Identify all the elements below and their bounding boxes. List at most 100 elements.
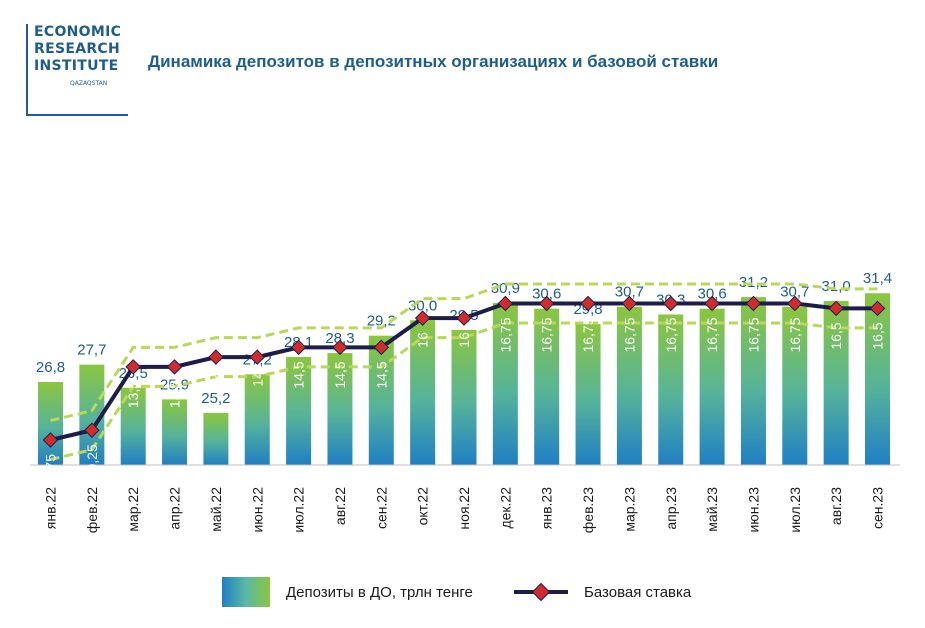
bar-label-сен.22: 29,2 — [367, 313, 396, 330]
x-tick-сен.22: сен.22 — [373, 487, 389, 529]
rate-point-июл.22 — [290, 339, 307, 356]
bar-label-янв.23: 30,6 — [532, 286, 561, 303]
legend-item-rate: Базовая ставка — [514, 576, 691, 608]
x-tick-авг.22: авг.22 — [332, 487, 348, 525]
rate-label-фев.23: 16,75 — [580, 317, 596, 352]
rate-label-июл.22: 14,5 — [291, 361, 307, 388]
rate-point-апр.22 — [166, 359, 183, 375]
rate-point-янв.23 — [538, 295, 555, 312]
bar-label-сен.23: 31,4 — [863, 270, 892, 287]
x-tick-янв.23: янв.23 — [539, 487, 555, 529]
rate-point-ноя.22 — [456, 310, 472, 326]
legend-swatch-rate — [514, 582, 568, 602]
rate-point-май.23 — [704, 295, 720, 312]
x-tick-мар.22: мар.22 — [125, 487, 141, 532]
rate-label-янв.22: 9,75 — [43, 454, 59, 481]
logo: ECONOMIC RESEARCH INSTITUTE QAZAQSTAN — [26, 24, 128, 116]
x-tick-июн.22: июн.22 — [249, 487, 265, 533]
rate-point-авг.22 — [332, 339, 348, 356]
bar-июл.22 — [286, 356, 312, 465]
rate-point-фев.22 — [84, 422, 100, 439]
legend-item-deposits: Депозиты в ДО, трлн тенге — [222, 576, 473, 608]
rate-label-май.22: 14 — [208, 371, 224, 387]
bar-label-июн.23: 31,2 — [739, 274, 768, 291]
x-tick-июн.23: июн.23 — [745, 487, 761, 533]
x-tick-июл.22: июл.22 — [291, 487, 307, 533]
bar-янв.23 — [534, 308, 560, 465]
bar-label-фев.22: 27,7 — [77, 342, 106, 359]
x-tick-июл.23: июл.23 — [787, 487, 803, 533]
bar-фев.23 — [575, 324, 601, 465]
rate-label-июн.23: 16,75 — [745, 317, 761, 352]
chart-title: Динамика депозитов в депозитных организа… — [148, 52, 719, 71]
bar-июн.23 — [740, 297, 766, 465]
rate-point-июн.23 — [745, 295, 762, 312]
bar-label-авг.22: 28,3 — [325, 330, 354, 347]
x-tick-окт.22: окт.22 — [415, 487, 431, 526]
x-tick-май.22: май.22 — [208, 487, 224, 532]
legend-label-rate: Базовая ставка — [584, 583, 692, 601]
bar-май.22 — [203, 412, 229, 465]
bar-label-окт.22: 30,0 — [408, 297, 437, 314]
bar-июл.23 — [782, 306, 808, 465]
bar-ноя.22 — [451, 329, 477, 465]
bar-label-авг.23: 31,0 — [822, 278, 851, 295]
rate-label-сен.23: 16,5 — [870, 322, 886, 349]
rate-label-авг.22: 14,5 — [332, 361, 348, 388]
rate-point-сен.23 — [869, 300, 886, 317]
rate-label-мар.22: 13,5 — [125, 381, 141, 408]
rate-point-июн.22 — [249, 349, 266, 365]
bar-мар.23 — [616, 306, 642, 465]
rate-label-окт.22: 16 — [415, 332, 431, 348]
x-tick-ноя.22: ноя.22 — [456, 487, 472, 530]
legend-label-deposits: Депозиты в ДО, трлн тенге — [286, 583, 473, 601]
rate-point-мар.22 — [125, 359, 141, 375]
rate-label-апр.22: 13,5 — [167, 381, 183, 408]
bar-дек.22 — [492, 302, 518, 465]
bar-сен.23 — [865, 293, 890, 465]
bar-апр.23 — [658, 314, 684, 465]
rate-label-сен.22: 14,5 — [373, 361, 389, 388]
legend-swatch-deposits — [222, 577, 270, 607]
x-tick-дек.22: дек.22 — [497, 487, 513, 529]
rate-label-май.23: 16,75 — [704, 317, 720, 352]
rate-point-май.22 — [208, 349, 224, 365]
rate-point-сен.22 — [373, 339, 390, 356]
rate-label-июн.22: 14 — [249, 371, 265, 387]
rate-point-авг.23 — [828, 300, 844, 317]
rate-label-янв.23: 16,75 — [539, 317, 555, 352]
rate-point-июл.23 — [787, 295, 803, 312]
bar-label-июл.23: 30,7 — [780, 284, 809, 301]
rate-point-дек.22 — [497, 295, 514, 312]
x-tick-фев.23: фев.23 — [580, 487, 596, 533]
rate-label-мар.23: 16,75 — [621, 317, 637, 352]
rate-point-янв.22 — [42, 432, 59, 448]
bar-label-мар.23: 30,7 — [615, 284, 644, 301]
x-tick-авг.23: авг.23 — [828, 487, 844, 525]
bar-май.23 — [699, 308, 725, 465]
rate-label-июл.23: 16,75 — [787, 317, 803, 352]
logo-line-1: ECONOMIC — [34, 24, 122, 40]
bar-апр.22 — [162, 399, 188, 465]
rate-point-апр.23 — [662, 295, 679, 312]
rate-label-фев.22: 10,25 — [84, 444, 100, 479]
x-tick-мар.23: мар.23 — [621, 487, 637, 532]
bar-авг.22 — [327, 353, 353, 465]
rate-point-мар.23 — [621, 295, 638, 312]
rate-point-фев.23 — [580, 295, 596, 312]
rate-label-апр.23: 16,75 — [663, 317, 679, 352]
logo-line-2: RESEARCH — [34, 41, 120, 57]
x-tick-май.23: май.23 — [704, 487, 720, 532]
rate-label-авг.23: 16,5 — [828, 322, 844, 349]
rate-band-upper — [50, 282, 878, 422]
bar-label-май.22: 25,2 — [201, 390, 230, 407]
x-tick-янв.22: янв.22 — [43, 487, 59, 529]
logo-subtitle: QAZAQSTAN — [70, 80, 108, 87]
bar-label-янв.22: 26,8 — [36, 359, 65, 376]
rate-point-окт.22 — [414, 310, 431, 326]
bar-label-май.23: 30,6 — [697, 286, 726, 303]
x-tick-сен.23: сен.23 — [870, 487, 886, 529]
bar-янв.22 — [38, 382, 63, 465]
bar-июн.22 — [244, 374, 270, 465]
